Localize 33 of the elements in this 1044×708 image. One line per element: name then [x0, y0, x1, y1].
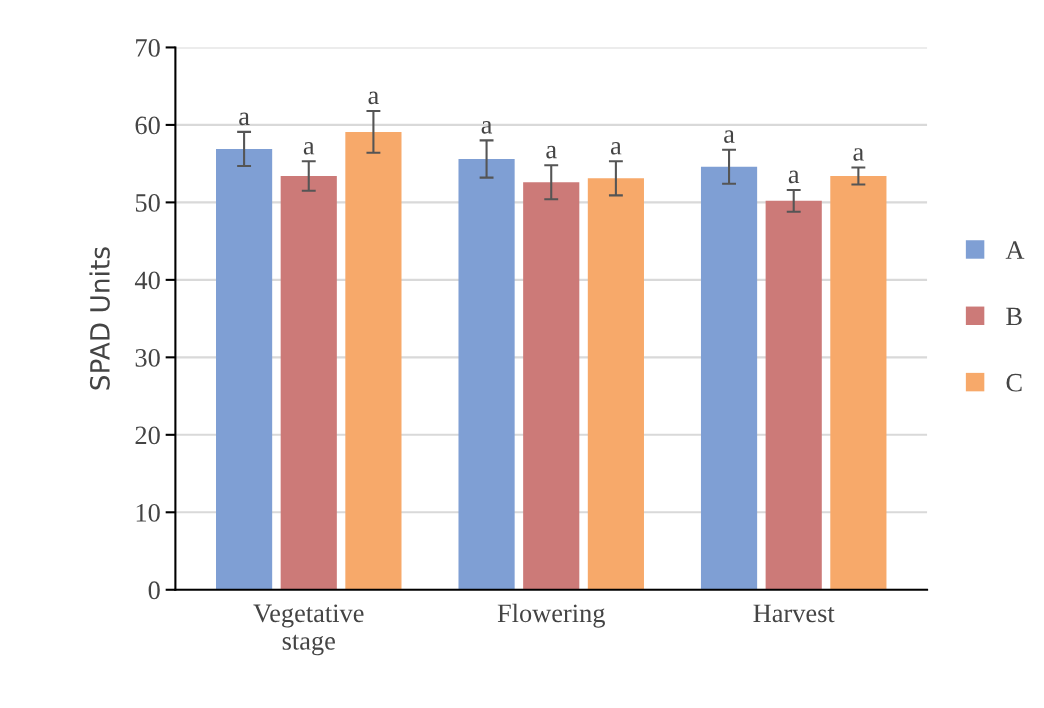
y-tick-label: 10	[136, 503, 160, 522]
annotation: a	[303, 141, 315, 155]
bar	[765, 200, 822, 590]
y-tick-label: 20	[135, 426, 160, 445]
y-tick-label: 40	[134, 271, 160, 290]
annotation: a	[853, 148, 864, 161]
bar	[523, 182, 580, 590]
bar	[830, 176, 887, 590]
legend-label: A	[1005, 241, 1025, 259]
annotation: a	[724, 130, 735, 143]
annotation: a	[239, 112, 250, 126]
y-tick-label: 50	[135, 193, 160, 212]
bar	[700, 166, 758, 590]
annotation: a	[546, 145, 557, 159]
x-tick-label: Harvest	[753, 604, 835, 623]
x-tick-label: Flowering	[497, 603, 605, 628]
bar	[345, 131, 402, 590]
x-tick-label: Vegetative stage	[253, 604, 364, 656]
legend-label: C	[1006, 373, 1022, 392]
y-tick-label: 0	[148, 581, 160, 600]
bar	[587, 178, 644, 590]
annotation: a	[610, 141, 622, 155]
y-tick-label: 30	[135, 348, 160, 367]
y-tick-label: 60	[135, 116, 160, 135]
bar	[280, 176, 337, 590]
y-tick-label: 70	[136, 39, 160, 57]
bar	[216, 148, 273, 590]
annotation: a	[481, 121, 493, 134]
legend-label: B	[1006, 307, 1022, 326]
bar	[458, 159, 515, 590]
y-axis-title: SPAD Units	[89, 247, 110, 390]
annotation: a	[788, 170, 800, 184]
annotation: a	[368, 91, 379, 105]
